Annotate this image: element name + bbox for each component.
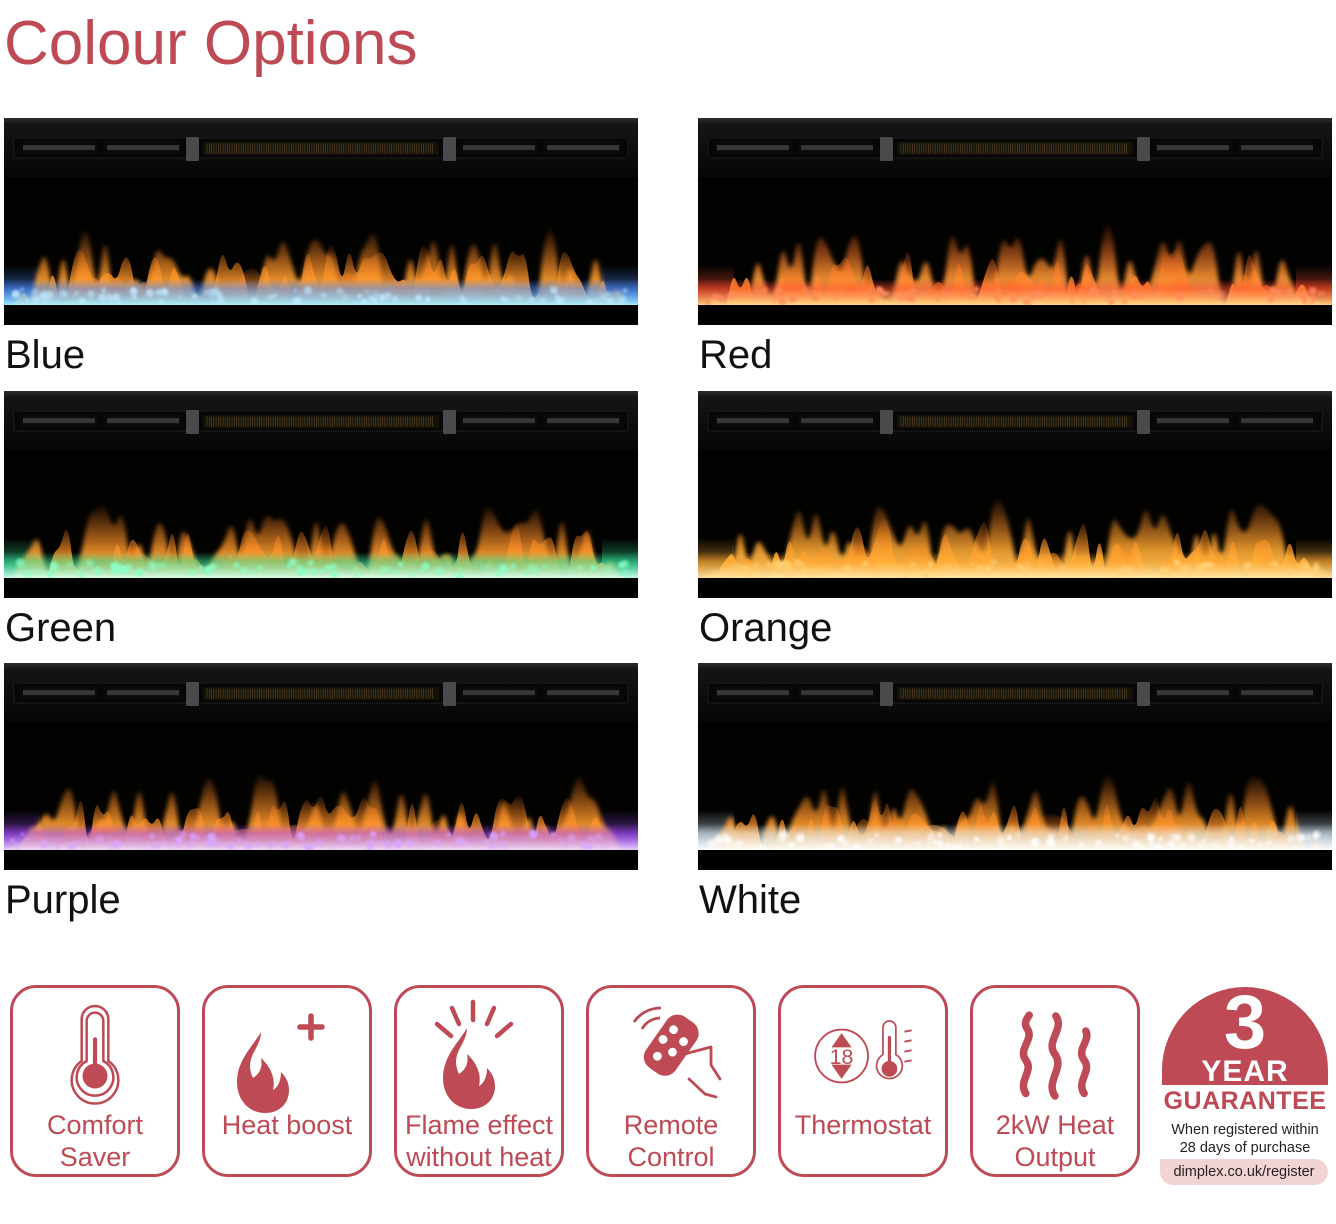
svg-text:18: 18	[830, 1045, 854, 1069]
